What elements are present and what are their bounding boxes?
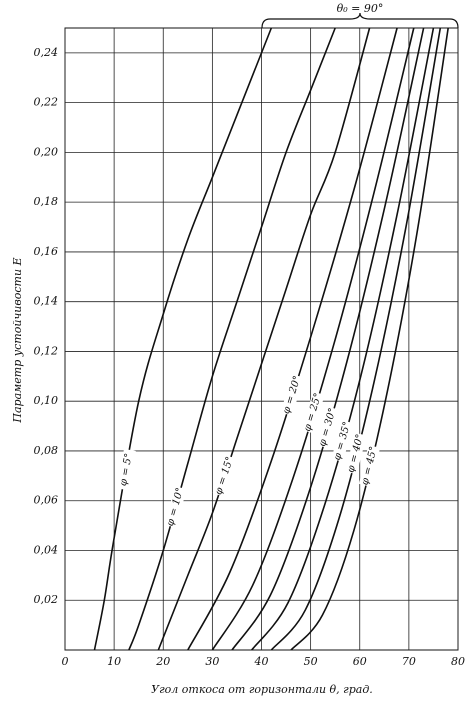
curve-label: φ = 25° <box>302 392 324 433</box>
curve <box>211 27 415 651</box>
curve <box>231 27 425 651</box>
curve <box>187 27 398 651</box>
y-tick-label: 0,24 <box>34 46 59 59</box>
x-tick-label: 80 <box>451 655 465 668</box>
x-axis-title: Угол откоса от горизонтали θ, град. <box>151 683 373 696</box>
x-tick-label: 0 <box>62 655 69 668</box>
label-bg <box>164 486 187 528</box>
curve-label: φ = 30° <box>317 407 339 448</box>
x-tick-label: 60 <box>353 655 367 668</box>
label-bg <box>212 454 237 497</box>
label-bg <box>316 406 340 449</box>
x-tick-label: 40 <box>254 655 269 668</box>
y-axis-title: Параметр устойчивости E <box>11 257 24 423</box>
annotation: θ₀ = 90° <box>337 2 384 15</box>
curve-label: φ = 15° <box>213 455 236 496</box>
x-tick-label: 50 <box>304 655 318 668</box>
y-tick-label: 0,16 <box>34 245 59 258</box>
curve-label: φ = 10° <box>165 486 186 527</box>
curve <box>270 27 442 651</box>
x-tick-label: 70 <box>402 655 416 668</box>
y-tick-label: 0,04 <box>34 543 59 556</box>
y-tick-label: 0,08 <box>34 444 59 457</box>
y-tick-label: 0,10 <box>34 394 59 407</box>
x-tick-label: 20 <box>155 655 170 668</box>
y-tick-label: 0,02 <box>34 593 59 606</box>
y-tick-label: 0,18 <box>34 195 59 208</box>
label-bg <box>280 374 304 416</box>
brace <box>261 12 459 29</box>
y-tick-label: 0,06 <box>34 494 59 507</box>
curve <box>93 27 273 651</box>
curve <box>251 27 435 651</box>
x-tick-label: 30 <box>205 655 219 668</box>
y-tick-label: 0,12 <box>34 344 59 357</box>
y-tick-label: 0,20 <box>34 145 59 158</box>
x-tick-label: 10 <box>107 655 121 668</box>
curve-label: φ = 20° <box>281 375 303 416</box>
curve <box>290 27 449 651</box>
label-bg <box>301 391 325 434</box>
curve-label: φ = 45° <box>360 445 380 486</box>
label-bg <box>359 445 381 487</box>
label-bg <box>345 432 367 475</box>
y-tick-label: 0,22 <box>34 96 59 109</box>
curve <box>128 27 336 651</box>
curve <box>157 27 371 651</box>
y-tick-label: 0,14 <box>34 295 59 308</box>
label-bg <box>116 448 136 491</box>
label-bg <box>331 420 354 462</box>
